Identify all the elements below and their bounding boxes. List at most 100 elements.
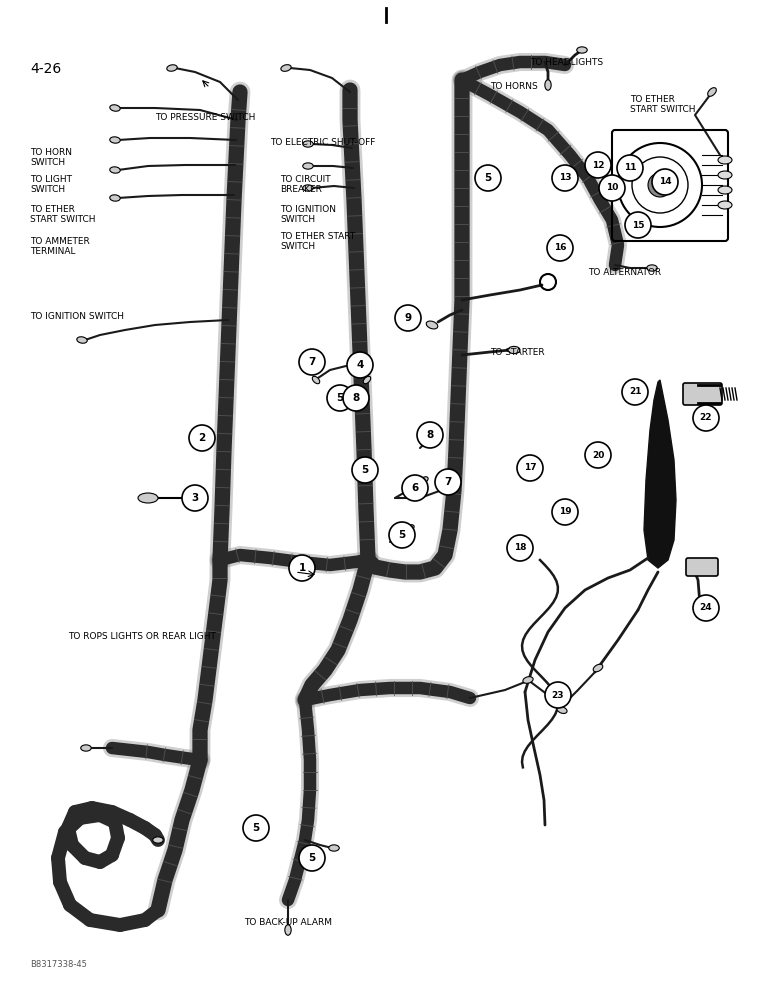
Text: 15: 15 [631,221,645,230]
Ellipse shape [110,195,120,201]
Text: 16: 16 [554,243,566,252]
Circle shape [327,385,353,411]
Text: 6: 6 [411,483,418,493]
Text: TO LIGHT
SWITCH: TO LIGHT SWITCH [30,175,72,194]
Ellipse shape [557,707,567,713]
Ellipse shape [167,65,178,71]
Circle shape [622,379,648,405]
Text: 8: 8 [426,430,434,440]
Circle shape [585,152,611,178]
Ellipse shape [708,88,716,96]
Circle shape [585,442,611,468]
Ellipse shape [364,376,371,384]
Text: TO HEADLIGHTS: TO HEADLIGHTS [530,58,603,67]
Text: 23: 23 [552,690,564,700]
Text: 20: 20 [592,450,604,460]
Ellipse shape [281,65,291,71]
Circle shape [299,349,325,375]
Text: 10: 10 [606,184,618,192]
Ellipse shape [110,167,120,173]
Ellipse shape [593,664,603,672]
Text: TO STARTER: TO STARTER [490,348,544,357]
Text: TO BACK-UP ALARM: TO BACK-UP ALARM [244,918,332,927]
Ellipse shape [718,186,732,194]
Circle shape [289,555,315,581]
Ellipse shape [441,485,449,491]
Circle shape [343,385,369,411]
Circle shape [299,845,325,871]
Text: 5: 5 [252,823,259,833]
Polygon shape [644,380,676,568]
Ellipse shape [647,265,657,271]
Circle shape [182,485,208,511]
Text: 4-26: 4-26 [30,62,61,76]
Text: 5: 5 [308,853,316,863]
Ellipse shape [718,156,732,164]
Circle shape [475,165,501,191]
Text: 13: 13 [559,174,571,182]
Text: 5: 5 [398,530,405,540]
Circle shape [352,457,378,483]
Text: TO ETHER
START SWITCH: TO ETHER START SWITCH [30,205,96,224]
Ellipse shape [718,171,732,179]
Text: TO ETHER START
SWITCH: TO ETHER START SWITCH [280,232,355,251]
Circle shape [547,235,573,261]
Circle shape [402,475,428,501]
Ellipse shape [76,337,87,343]
Text: 21: 21 [628,387,642,396]
Text: 4: 4 [357,360,364,370]
Text: 17: 17 [523,464,537,473]
Text: 3: 3 [191,493,198,503]
Text: TO ROPS LIGHTS OR REAR LIGHT: TO ROPS LIGHTS OR REAR LIGHT [68,632,216,641]
Text: 7: 7 [445,477,452,487]
Text: 14: 14 [659,178,672,186]
Text: TO CIRCUIT
BREAKER: TO CIRCUIT BREAKER [280,175,330,194]
Circle shape [189,425,215,451]
Text: 24: 24 [699,603,713,612]
Text: 9: 9 [405,313,411,323]
Circle shape [395,305,421,331]
Text: 18: 18 [513,544,527,552]
Text: 8: 8 [352,393,360,403]
Ellipse shape [434,428,442,434]
Ellipse shape [508,346,520,354]
Ellipse shape [303,141,313,147]
Text: 2: 2 [198,433,205,443]
Circle shape [243,815,269,841]
Text: TO ETHER
START SWITCH: TO ETHER START SWITCH [630,95,696,114]
Text: TO PRESSURE SWITCH: TO PRESSURE SWITCH [155,113,256,122]
Circle shape [625,212,651,238]
Text: TO AMMETER
TERMINAL: TO AMMETER TERMINAL [30,237,90,256]
Ellipse shape [153,837,163,843]
Ellipse shape [718,201,732,209]
Ellipse shape [406,525,414,531]
FancyBboxPatch shape [686,558,718,576]
Ellipse shape [329,845,339,851]
Text: TO HORN
SWITCH: TO HORN SWITCH [30,148,72,167]
Circle shape [435,469,461,495]
Text: TO HORNS: TO HORNS [490,82,538,91]
Circle shape [648,173,672,197]
Ellipse shape [545,80,551,90]
Text: TO IGNITION
SWITCH: TO IGNITION SWITCH [280,205,336,224]
Circle shape [347,352,373,378]
FancyBboxPatch shape [683,383,722,405]
Text: 5: 5 [484,173,492,183]
Text: TO ALTERNATOR: TO ALTERNATOR [588,268,661,277]
Circle shape [693,595,719,621]
Ellipse shape [303,185,313,191]
Text: 1: 1 [298,563,306,573]
Circle shape [617,155,643,181]
Circle shape [552,499,578,525]
Circle shape [599,175,625,201]
Circle shape [545,682,571,708]
Circle shape [693,405,719,431]
Ellipse shape [313,376,320,384]
Ellipse shape [138,493,158,503]
Circle shape [417,422,443,448]
Text: 19: 19 [559,508,571,516]
Ellipse shape [523,677,533,683]
Ellipse shape [420,477,428,483]
Ellipse shape [110,137,120,143]
Text: 7: 7 [308,357,316,367]
